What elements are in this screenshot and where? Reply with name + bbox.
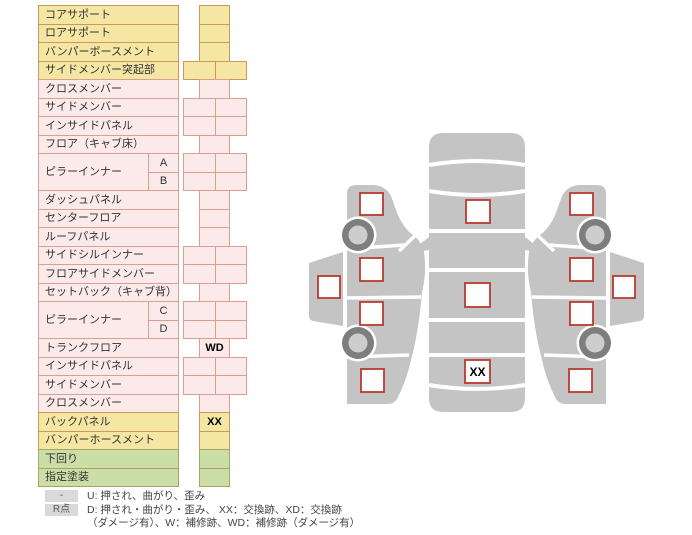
- marker-left-side-fender-rear[interactable]: [360, 368, 385, 393]
- damage-cell[interactable]: [215, 375, 247, 395]
- damage-cell[interactable]: [215, 171, 247, 191]
- damage-markers: XX: [317, 192, 636, 393]
- top-body-shape: [429, 133, 525, 412]
- marker-left-side-door-outer[interactable]: [317, 275, 341, 299]
- car-side-view-left: [309, 185, 426, 404]
- legend-text-r: D: 押され・曲がり・歪み、 XX：交換跡、XD：交換跡 （ダメージ有）、W：補…: [87, 504, 361, 529]
- marker-right-side-door-rear[interactable]: [569, 301, 594, 326]
- marker-top-hood[interactable]: [465, 199, 491, 224]
- marker-left-side-fender-front[interactable]: [359, 192, 384, 216]
- part-label: クロスメンバー: [38, 79, 179, 99]
- marker-top-trunk[interactable]: [464, 359, 491, 384]
- marker-right-side-fender-rear[interactable]: [568, 368, 593, 393]
- marker-top-center[interactable]: [464, 282, 491, 308]
- marker-right-side-fender-front[interactable]: [569, 192, 594, 216]
- part-label: インサイドパネル: [38, 116, 179, 136]
- marker-right-side-door-outer[interactable]: [612, 275, 636, 299]
- legend-text-u: U: 押され、曲がり、歪み: [87, 490, 206, 502]
- damage-cell[interactable]: XX: [199, 412, 230, 432]
- part-label: バックパネル: [38, 412, 179, 432]
- legend-item-u: - U: 押され、曲がり、歪み: [45, 490, 360, 503]
- part-label: ピラーインナー: [38, 153, 149, 191]
- part-label: サイドメンバー: [38, 97, 179, 117]
- car-top-view: [420, 133, 534, 412]
- legend-badge-rten: R点: [45, 504, 78, 516]
- marker-left-side-door-rear[interactable]: [359, 301, 384, 326]
- wheel-rear: [339, 324, 377, 362]
- part-label: サイドメンバー突起部: [38, 60, 179, 80]
- part-sublabel: A: [148, 153, 179, 173]
- part-sublabel: C: [148, 301, 179, 321]
- legend-badge-dash: -: [45, 490, 78, 502]
- part-label: ピラーインナー: [38, 301, 149, 339]
- mirror-right-icon: [525, 237, 534, 251]
- damage-cell[interactable]: [215, 264, 247, 284]
- part-label: フロアサイドメンバー: [38, 264, 179, 284]
- damage-cell[interactable]: [199, 467, 230, 487]
- damage-cell[interactable]: [215, 60, 247, 80]
- part-label: 指定塗装: [38, 467, 179, 487]
- part-label: サイドメンバー: [38, 375, 179, 395]
- damage-cell[interactable]: WD: [199, 338, 230, 358]
- wheel-front: [339, 216, 377, 254]
- part-label: バンパーボースメント: [38, 42, 179, 62]
- damage-cell[interactable]: [215, 116, 247, 136]
- mirror-left-icon: [420, 237, 429, 251]
- damage-cell[interactable]: [215, 319, 247, 339]
- marker-right-side-door-front[interactable]: [569, 257, 594, 282]
- legend: - U: 押され、曲がり、歪み R点 D: 押され・曲がり・歪み、 XX：交換跡…: [45, 490, 360, 531]
- legend-item-r: R点 D: 押され・曲がり・歪み、 XX：交換跡、XD：交換跡 （ダメージ有）、…: [45, 504, 360, 530]
- part-label: フロア（キャブ床）: [38, 134, 179, 154]
- marker-mark: XX: [469, 365, 485, 379]
- marker-left-side-door-front[interactable]: [359, 257, 384, 282]
- part-label: センターフロア: [38, 208, 179, 228]
- part-label: サイドシルインナー: [38, 245, 179, 265]
